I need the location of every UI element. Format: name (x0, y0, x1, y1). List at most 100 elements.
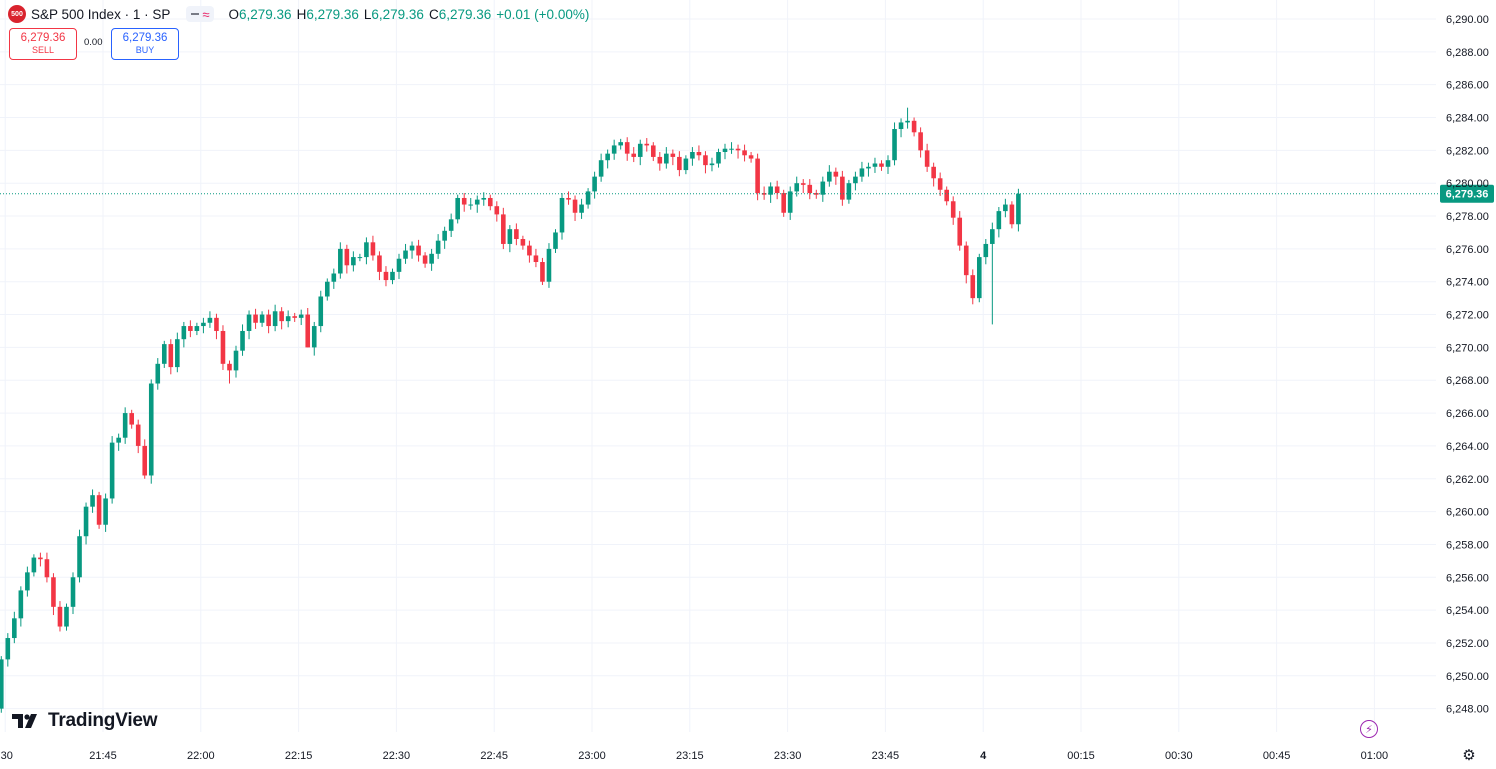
candle-body (0, 659, 4, 709)
buy-button[interactable]: 6,279.36 BUY (111, 28, 179, 60)
candle-body (220, 330, 226, 364)
candle (677, 151, 682, 177)
candle (683, 155, 689, 175)
price-axis[interactable]: 6,248.00 6,250.00 6,252.00 6,254.00 6,256.00… (1446, 14, 1489, 716)
candle (644, 138, 650, 152)
candle (585, 188, 591, 209)
candle-body (435, 240, 441, 254)
time-axis[interactable]: :30 21:45 22:00 22:15 22:30 22:45 23:00 23:15 23… (0, 750, 1388, 762)
candle (305, 307, 311, 348)
y-tick-label: 6,290.00 (1446, 14, 1489, 26)
candle-body (5, 638, 11, 660)
candle (696, 145, 702, 161)
symbol-title[interactable]: S&P 500 Index · 1 · SP (31, 6, 171, 22)
candle-body (12, 618, 17, 639)
candle-body (38, 557, 43, 560)
candle (494, 201, 500, 222)
candle (422, 252, 428, 268)
candle (383, 266, 389, 287)
candle (742, 144, 747, 162)
candle-body (501, 214, 506, 244)
candle (885, 155, 891, 174)
candle (135, 419, 141, 454)
candle-body (957, 217, 963, 246)
candle-body (122, 413, 128, 438)
candle-body (833, 171, 839, 177)
candle-body (168, 344, 174, 368)
candle-body (905, 120, 910, 123)
y-tick-label: 6,256.00 (1446, 572, 1489, 584)
y-tick-label: 6,272.00 (1446, 310, 1489, 322)
candle (468, 197, 474, 210)
brand-name: TradingView (48, 710, 158, 731)
candle (566, 191, 571, 205)
candles (0, 107, 1021, 713)
candle-body (318, 296, 324, 327)
candle (390, 268, 395, 285)
lightning-icon[interactable]: ⚡ (1360, 720, 1378, 738)
buy-label: BUY (135, 45, 155, 55)
candle-body (866, 166, 871, 169)
candle (924, 143, 930, 172)
candle-body (279, 311, 284, 322)
candle-body (416, 245, 421, 256)
candle-body (422, 255, 428, 264)
x-tick-label: 00:45 (1263, 750, 1291, 762)
candle (1009, 201, 1015, 229)
candle (761, 186, 767, 200)
candle (840, 170, 845, 206)
y-tick-label: 6,288.00 (1446, 47, 1489, 59)
candle-body (403, 250, 408, 259)
candle-body (840, 176, 845, 200)
indicator-toggle[interactable]: ≈ (186, 6, 215, 22)
candle-body (937, 178, 943, 190)
candle-body (181, 326, 187, 340)
x-tick-label: 23:00 (578, 750, 606, 762)
candle (846, 179, 852, 204)
candle (800, 179, 806, 194)
candle-body (1016, 193, 1021, 225)
candle-body (487, 197, 493, 207)
candle (31, 554, 37, 577)
candle-body (175, 339, 180, 368)
candle-body (351, 257, 356, 266)
candle (507, 225, 513, 253)
candle-body (103, 498, 108, 525)
candle (866, 162, 871, 177)
candle (624, 137, 630, 161)
sell-button[interactable]: 6,279.36 SELL (9, 28, 77, 60)
candle-body (924, 150, 930, 167)
candle-body (57, 606, 63, 627)
candle (298, 309, 304, 326)
high-label: H (296, 6, 307, 22)
candle-body (240, 330, 245, 351)
candle-body (787, 191, 793, 213)
high-value: 6,279.36 (306, 6, 359, 22)
candle-body (383, 271, 389, 281)
candle-body (657, 156, 663, 164)
gear-icon[interactable]: ⚙ (1462, 747, 1476, 764)
minus-icon (191, 13, 200, 15)
candle-body (233, 350, 239, 371)
x-tick-label: 23:45 (872, 750, 900, 762)
candle (879, 160, 884, 171)
candle-body (155, 363, 161, 384)
candle-body (188, 326, 193, 331)
candle-body (716, 152, 721, 164)
candle (122, 407, 128, 444)
candle-body (246, 314, 252, 331)
candle-body (918, 132, 923, 151)
candle (233, 345, 239, 378)
candle (246, 310, 252, 340)
candle (983, 239, 989, 265)
y-tick-label: 6,266.00 (1446, 408, 1489, 420)
candle-body (553, 232, 558, 249)
x-tick-label: 23:15 (676, 750, 704, 762)
candle (259, 311, 265, 327)
candle-body (585, 191, 591, 205)
tradingview-brand[interactable]: TradingView (12, 710, 158, 732)
candle (937, 172, 943, 196)
candle-body (207, 317, 213, 323)
candle-body (950, 201, 956, 218)
